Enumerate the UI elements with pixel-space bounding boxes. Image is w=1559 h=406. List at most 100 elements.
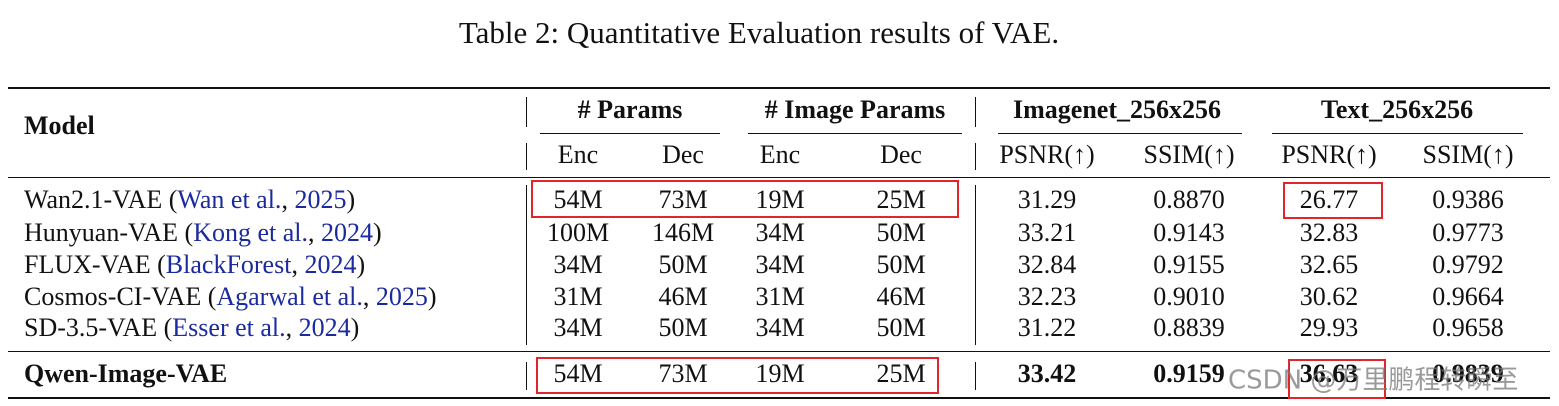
- cell: 32.83: [1299, 218, 1359, 247]
- cell: 46M: [876, 282, 926, 311]
- label-text: ): [346, 185, 356, 214]
- citation[interactable]: 2025: [375, 282, 428, 311]
- cell: 54M: [553, 359, 603, 388]
- mid-rule: [8, 351, 1550, 352]
- subheader: Enc: [759, 140, 801, 169]
- cell: 100M: [546, 218, 610, 247]
- citation[interactable]: Kong et al.: [193, 218, 309, 247]
- model-label: Wan2.1-VAE (Wan et al., 2025): [24, 185, 355, 215]
- cell: 34M: [755, 250, 805, 279]
- cell: 0.9664: [1432, 282, 1504, 311]
- label-text: Wan2.1-VAE (: [24, 185, 178, 214]
- cell: 0.9658: [1432, 313, 1504, 342]
- label-text: ): [373, 218, 382, 247]
- group-header: Text_256x256: [1320, 95, 1474, 124]
- highlight-box: [1283, 182, 1383, 219]
- cell: 0.9839: [1432, 359, 1504, 388]
- cell: 33.21: [1017, 218, 1077, 247]
- column-separator: [975, 185, 976, 345]
- cell: 50M: [876, 250, 926, 279]
- cell: 73M: [658, 359, 708, 388]
- model-label: Hunyuan-VAE (Kong et al., 2024): [24, 218, 382, 248]
- subheader: SSIM(↑): [1143, 140, 1235, 169]
- group-header: # Params: [577, 95, 683, 124]
- cell: 0.8839: [1153, 313, 1225, 342]
- cell: 0.8870: [1153, 185, 1225, 214]
- cell: 34M: [755, 313, 805, 342]
- highlight-box: [536, 357, 939, 394]
- cell: 31.22: [1017, 313, 1077, 342]
- label-text: ): [350, 313, 360, 342]
- cell: 32.65: [1299, 250, 1359, 279]
- column-separator: [975, 143, 976, 170]
- citation[interactable]: 2024: [321, 218, 374, 247]
- subheader: Dec: [662, 140, 704, 169]
- column-separator: [526, 97, 527, 127]
- cell: 73M: [658, 185, 708, 214]
- cell: 0.9792: [1432, 250, 1504, 279]
- citation[interactable]: 2024: [304, 250, 357, 279]
- label-text: ,: [291, 250, 305, 279]
- cell: 34M: [755, 218, 805, 247]
- cell: 31.29: [1017, 185, 1077, 214]
- cell: 30.62: [1299, 282, 1359, 311]
- cell: 25M: [876, 359, 926, 388]
- label-text: ,: [362, 282, 376, 311]
- citation[interactable]: Wan et al.: [177, 185, 282, 214]
- group-header: Imagenet_256x256: [1013, 95, 1221, 124]
- mid-rule: [8, 177, 1550, 178]
- cell: 146M: [651, 218, 715, 247]
- citation[interactable]: 2024: [298, 313, 351, 342]
- citation[interactable]: Agarwal et al.: [216, 282, 363, 311]
- subheader: PSNR(↑): [1281, 140, 1377, 169]
- cell: 46M: [658, 282, 708, 311]
- model-label: SD-3.5-VAE (Esser et al., 2024): [24, 313, 359, 343]
- label-text: SD-3.5-VAE (: [24, 313, 173, 342]
- label-text: Hunyuan-VAE (: [24, 218, 194, 247]
- cell: 29.93: [1299, 313, 1359, 342]
- citation[interactable]: BlackForest: [165, 250, 292, 279]
- column-separator: [526, 185, 527, 345]
- subheader: Enc: [557, 140, 599, 169]
- watermark: CSDN @万里鹏程转瞬至: [1228, 365, 1519, 396]
- group-header: # Image Params: [764, 95, 946, 124]
- header-model: Model: [24, 111, 95, 140]
- cell: 0.9143: [1153, 218, 1225, 247]
- citation[interactable]: 2025: [294, 185, 347, 214]
- subheader: PSNR(↑): [999, 140, 1095, 169]
- table-title: Table 2: Quantitative Evaluation results…: [458, 15, 1060, 50]
- subheader: Dec: [880, 140, 922, 169]
- cell: 25M: [876, 185, 926, 214]
- cell: 0.9010: [1153, 282, 1225, 311]
- cell: 19M: [755, 185, 805, 214]
- group-underline: [540, 133, 720, 134]
- column-separator: [526, 143, 527, 170]
- label-text: ,: [308, 218, 322, 247]
- column-separator: [975, 362, 976, 390]
- label-text: ): [427, 282, 437, 311]
- cell: 50M: [658, 313, 708, 342]
- cell: 32.84: [1017, 250, 1077, 279]
- citation[interactable]: Esser et al.: [172, 313, 286, 342]
- cell: 50M: [876, 218, 926, 247]
- bottom-rule: [8, 397, 1550, 399]
- top-rule: [8, 87, 1550, 89]
- cell: 0.9773: [1432, 218, 1504, 247]
- cell: 26.77: [1299, 185, 1359, 214]
- cell: 0.9386: [1432, 185, 1504, 214]
- cell: 50M: [876, 313, 926, 342]
- highlight-box: [531, 180, 959, 218]
- cell: 50M: [658, 250, 708, 279]
- subheader: SSIM(↑): [1422, 140, 1514, 169]
- column-separator: [526, 362, 527, 390]
- cell: 0.9159: [1153, 359, 1225, 388]
- label-text: ,: [281, 185, 295, 214]
- cell: 32.23: [1017, 282, 1077, 311]
- cell: 31M: [755, 282, 805, 311]
- group-underline: [998, 133, 1242, 134]
- label-text: ): [356, 250, 366, 279]
- cell: 0.9155: [1153, 250, 1225, 279]
- group-underline: [1272, 133, 1523, 134]
- label-text: Cosmos-CI-VAE (: [24, 282, 217, 311]
